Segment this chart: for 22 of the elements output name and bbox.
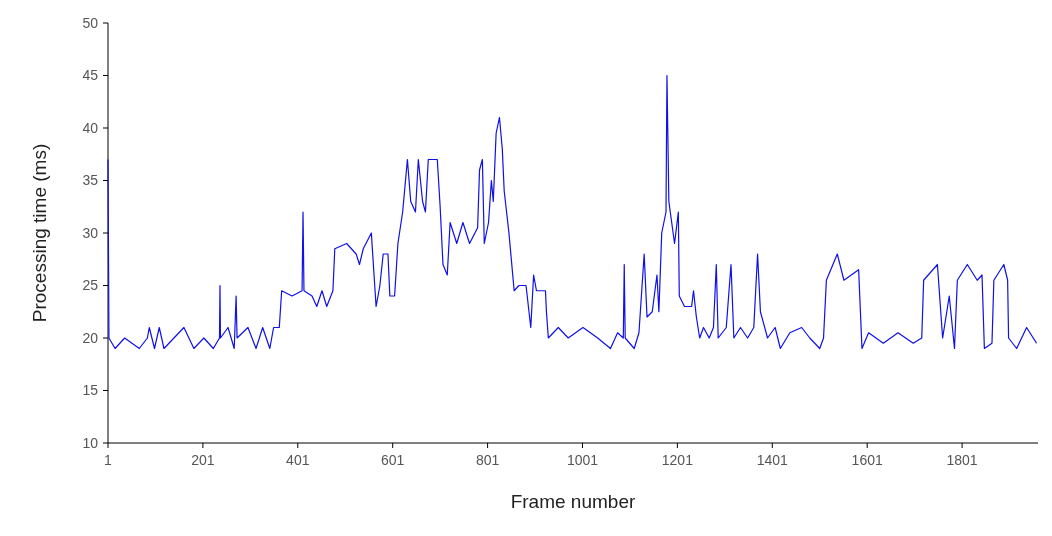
x-tick-label: 1 [104, 452, 113, 468]
y-tick-label: 40 [82, 119, 99, 136]
x-tick-label: 1401 [756, 452, 789, 468]
x-axis-title: Frame number [510, 491, 636, 512]
x-tick-label: 1201 [661, 452, 694, 468]
y-tick-label: 30 [82, 224, 99, 241]
x-tick-label: 1801 [946, 452, 978, 468]
y-tick-label: 10 [82, 434, 99, 451]
x-tick-label: 1601 [851, 452, 883, 468]
y-tick-label: 15 [82, 382, 99, 399]
x-tick-label: 201 [191, 452, 215, 468]
x-tick-label: 1001 [566, 452, 599, 468]
line-series [107, 74, 1038, 350]
y-tick-label: 45 [82, 67, 99, 84]
x-tick-label: 601 [381, 452, 405, 468]
y-axis-title: Processing time (ms) [29, 143, 50, 323]
x-tick-label: 801 [475, 452, 500, 468]
y-tick-label: 20 [82, 329, 99, 346]
y-tick-label: 25 [82, 277, 99, 294]
x-tick-label: 401 [286, 452, 310, 468]
y-tick-label: 50 [82, 14, 99, 31]
y-tick-label: 35 [82, 172, 99, 189]
